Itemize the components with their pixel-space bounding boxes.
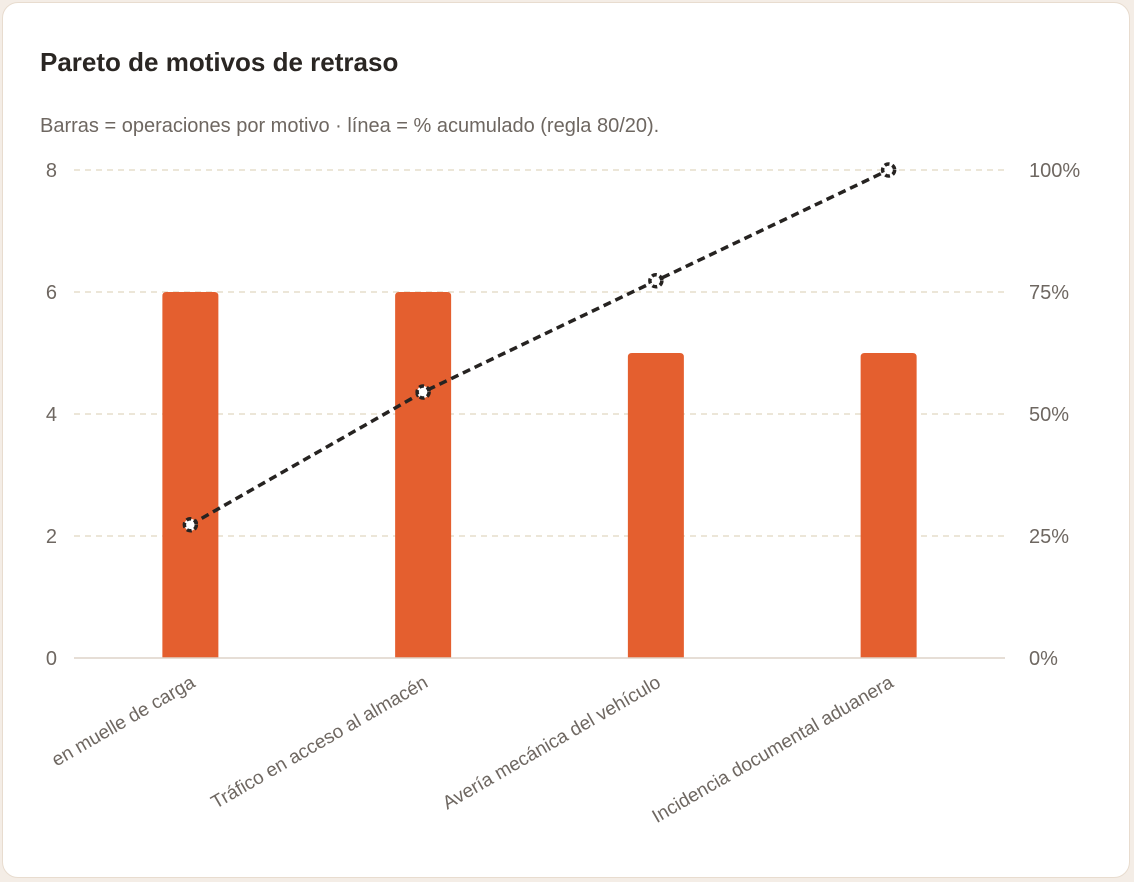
bars xyxy=(162,292,917,658)
y-right-tick-label: 100% xyxy=(1029,160,1080,182)
cumulative-point xyxy=(648,273,664,289)
y-axis-right: 0% 25% 50% 75% 100% xyxy=(1029,160,1080,670)
x-tick-label: en muelle de carga xyxy=(48,672,199,771)
x-tick-label: Incidencia documental aduanera xyxy=(649,672,898,828)
y-left-tick-label: 2 xyxy=(46,526,57,548)
y-right-tick-label: 0% xyxy=(1029,648,1058,670)
bar xyxy=(860,353,917,658)
y-right-tick-label: 50% xyxy=(1029,404,1069,426)
y-left-tick-label: 0 xyxy=(46,648,57,670)
cumulative-line xyxy=(182,162,897,533)
y-right-tick-label: 75% xyxy=(1029,282,1069,304)
chart-title: Pareto de motivos de retraso xyxy=(40,47,399,77)
gridlines xyxy=(74,169,1005,537)
cumulative-line-path xyxy=(189,168,890,527)
cumulative-point xyxy=(182,517,199,533)
bar xyxy=(395,292,452,658)
y-left-tick-label: 8 xyxy=(46,160,57,182)
bar xyxy=(162,292,219,658)
y-left-tick-label: 6 xyxy=(46,282,57,304)
bar xyxy=(627,353,684,658)
y-left-tick-label: 4 xyxy=(46,404,57,426)
cumulative-point xyxy=(415,384,431,400)
cumulative-point xyxy=(880,162,897,178)
y-right-tick-label: 25% xyxy=(1029,526,1069,548)
x-tick-label: Avería mecánica del vehículo xyxy=(439,672,664,814)
y-axis-left: 0 2 4 6 8 xyxy=(46,160,57,670)
x-tick-labels: en muelle de carga Tráfico en acceso al a… xyxy=(48,672,897,828)
chart-subtitle: Barras = operaciones por motivo · línea … xyxy=(40,115,660,137)
x-tick-label: Tráfico en acceso al almacén xyxy=(208,672,432,813)
